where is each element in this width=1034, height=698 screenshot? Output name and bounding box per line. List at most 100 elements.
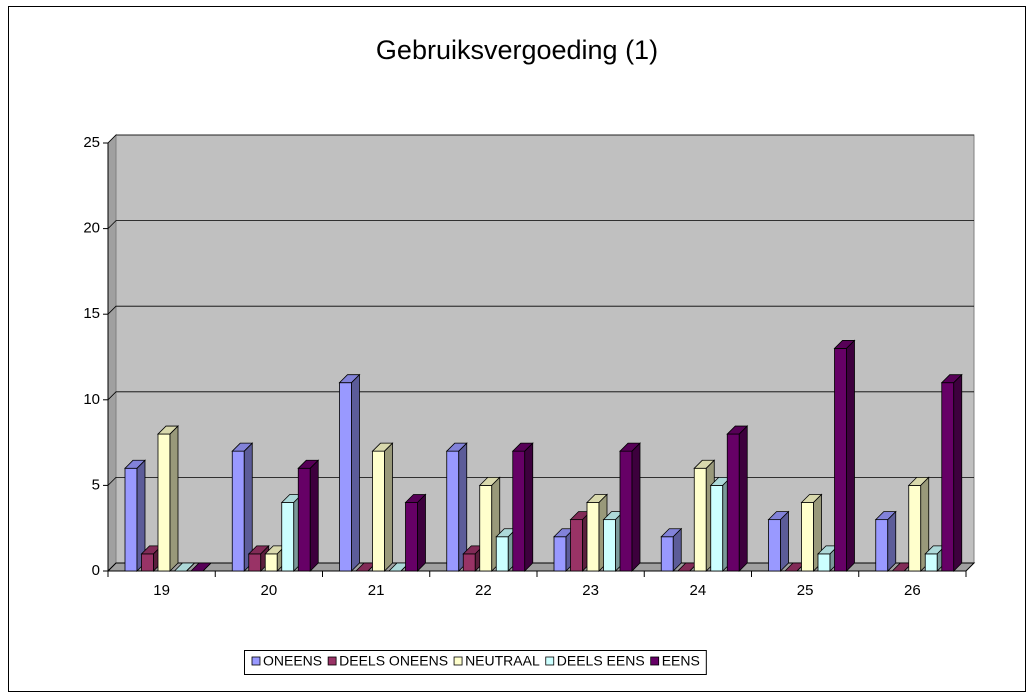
bar-front	[281, 502, 295, 572]
bar-front	[495, 536, 509, 572]
grid-line	[107, 305, 974, 315]
bar-front	[619, 450, 633, 572]
bar	[619, 442, 641, 572]
bar-front	[941, 382, 955, 572]
bar-side	[953, 373, 963, 572]
bar-front	[570, 519, 583, 572]
legend: ONEENS DEELS ONEENS NEUTRAAL DEELS EENS EENS	[244, 650, 707, 675]
bar-front	[339, 382, 352, 572]
bar-front	[693, 467, 707, 572]
bar-front	[479, 484, 493, 572]
bar-side	[417, 493, 426, 572]
x-tick-label: 21	[368, 582, 385, 599]
y-tick-label: 20	[83, 220, 100, 237]
bar	[157, 425, 179, 572]
bar	[511, 442, 534, 572]
legend-label: EENS	[662, 653, 700, 669]
bar-front	[908, 484, 922, 572]
x-tick-label: 26	[904, 582, 921, 599]
x-tick-label: 24	[690, 582, 707, 599]
bar-front	[834, 348, 847, 572]
bar-front	[586, 502, 600, 572]
side-wall	[107, 133, 117, 573]
bar-side	[631, 442, 641, 572]
bar-front	[248, 553, 262, 572]
bar-front	[924, 553, 938, 572]
y-tick-label: 25	[83, 134, 100, 151]
bar	[833, 339, 856, 572]
bar-side	[780, 510, 789, 572]
bar-front	[603, 519, 616, 572]
bar	[404, 493, 427, 572]
legend-label: DEELS ONEENS	[339, 653, 448, 669]
bar-side	[738, 425, 748, 572]
y-tick-label: 10	[83, 391, 100, 408]
bar-side	[672, 527, 682, 572]
legend-swatch	[545, 656, 555, 666]
bar	[907, 476, 930, 572]
grid-line	[107, 134, 974, 144]
bar-side	[524, 442, 534, 572]
grid-line	[107, 391, 974, 401]
grid-line	[107, 476, 974, 486]
bar-front	[264, 553, 278, 572]
bar-front	[553, 536, 567, 572]
x-tick-label: 25	[797, 582, 814, 599]
bar	[297, 459, 320, 572]
bar	[445, 442, 468, 572]
y-tick-label: 15	[83, 305, 100, 322]
y-tick-label: 0	[92, 562, 100, 579]
bar-side	[384, 442, 393, 572]
grid-line	[107, 220, 974, 229]
bar	[231, 442, 254, 572]
bar-front	[231, 450, 245, 572]
y-tick-label: 5	[92, 476, 100, 493]
bar-side	[309, 459, 319, 572]
bar-front	[801, 502, 814, 572]
bar	[726, 425, 749, 572]
bar-front	[710, 484, 724, 572]
bar-front	[462, 553, 476, 572]
legend-swatch	[251, 656, 261, 666]
bar-front	[512, 450, 526, 572]
bar	[371, 442, 394, 572]
bar-front	[372, 450, 385, 572]
x-tick-label: 19	[153, 582, 170, 599]
bar-front	[297, 467, 311, 572]
x-tick-label: 20	[261, 582, 278, 599]
bar	[338, 373, 361, 572]
legend-label: NEUTRAAL	[465, 653, 540, 669]
bar	[190, 562, 212, 572]
bar-front	[660, 536, 674, 572]
bar-front	[405, 502, 418, 572]
bar	[660, 527, 683, 572]
x-tick-label: 22	[475, 582, 492, 599]
x-tick-label: 23	[582, 582, 599, 599]
bar-side	[202, 562, 212, 572]
bar-front	[875, 519, 889, 572]
bar-side	[887, 510, 897, 572]
bar-side	[846, 339, 855, 572]
bar-side	[169, 425, 179, 572]
bar	[767, 510, 790, 572]
legend-box	[244, 650, 707, 675]
legend-label: ONEENS	[263, 653, 322, 669]
bar	[874, 510, 897, 572]
bar	[124, 459, 146, 572]
bar-side	[351, 373, 360, 572]
bar-front	[726, 433, 740, 572]
bar-front	[768, 519, 781, 572]
bar-side	[186, 562, 195, 572]
bar-front	[157, 433, 171, 572]
bar-front	[124, 467, 138, 572]
bar-front	[817, 553, 831, 572]
legend-swatch	[650, 656, 660, 666]
legend-swatch	[453, 656, 463, 666]
legend-label: DEELS EENS	[557, 653, 645, 669]
bar	[940, 373, 963, 572]
bar-front	[446, 450, 460, 572]
bar	[173, 562, 196, 572]
chart-title: Gebruiksvergoeding (1)	[376, 35, 658, 65]
legend-swatch	[327, 656, 337, 666]
